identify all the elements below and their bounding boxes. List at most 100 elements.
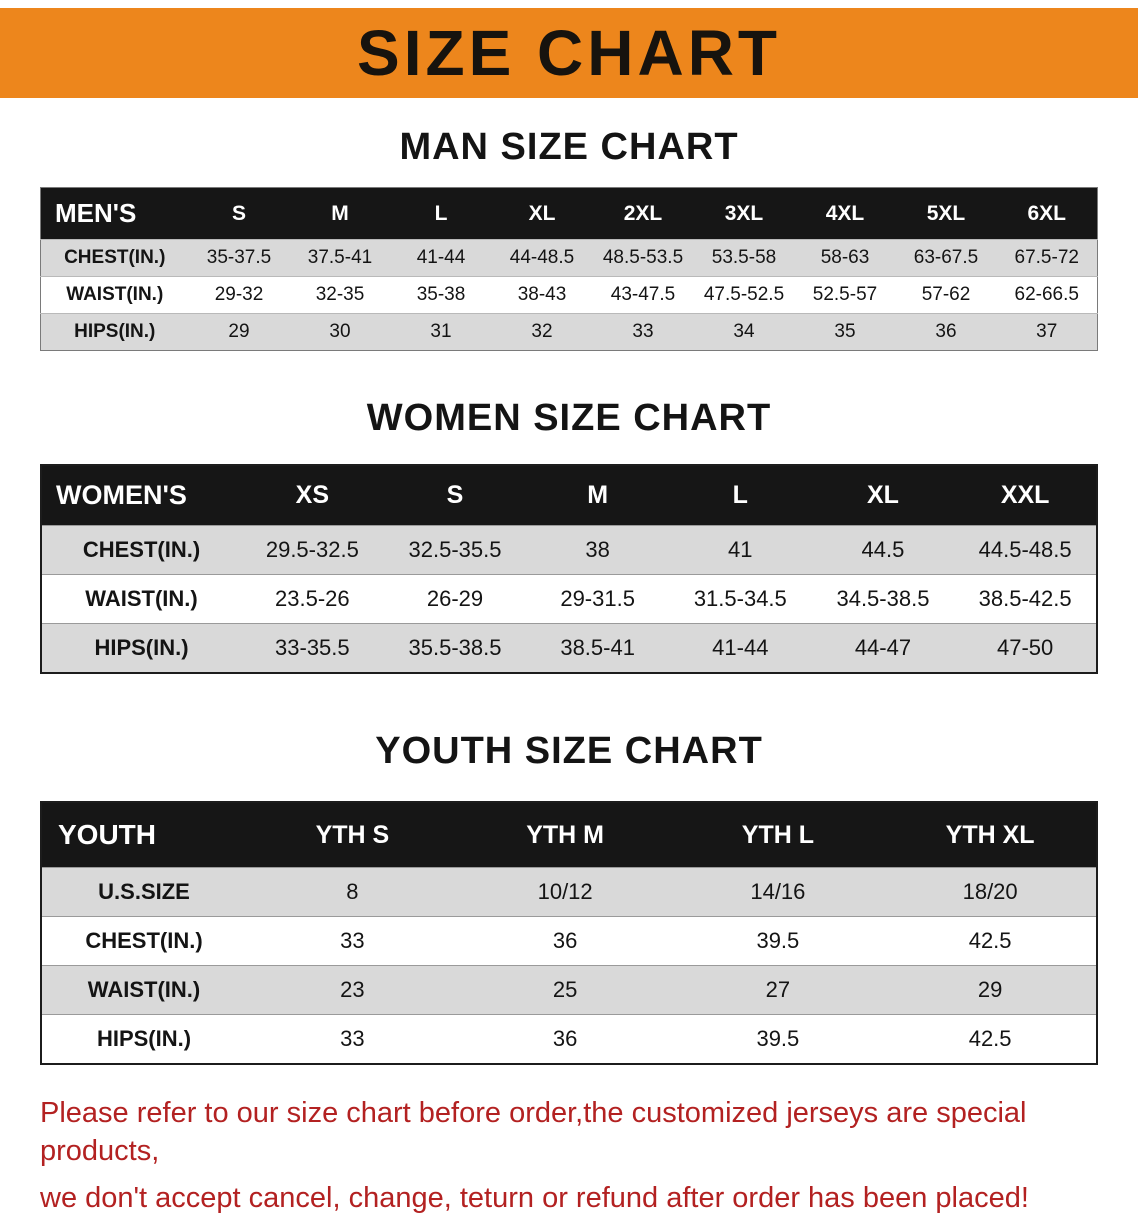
data-cell: 38.5-42.5 bbox=[954, 574, 1097, 624]
data-cell: 33 bbox=[246, 1014, 459, 1064]
table-title-cell: YOUTH bbox=[41, 802, 246, 868]
table-header-row: MEN'S S M L XL 2XL 3XL 4XL 5XL 6XL bbox=[40, 187, 1098, 240]
disclaimer-line: we don't accept cancel, change, teturn o… bbox=[40, 1182, 1029, 1215]
size-header-cell: 2XL bbox=[592, 187, 694, 240]
data-cell: 38-43 bbox=[491, 276, 593, 314]
data-cell: 31.5-34.5 bbox=[668, 574, 812, 624]
size-header-cell: YTH XL bbox=[884, 802, 1097, 868]
data-cell: 41 bbox=[668, 525, 812, 575]
section-women: WOMEN SIZE CHART WOMEN'S XS S M L XL XXL CHEST… bbox=[0, 397, 1138, 674]
data-cell: 42.5 bbox=[884, 916, 1097, 966]
size-header-cell: L bbox=[390, 187, 492, 240]
size-header-cell: YTH M bbox=[458, 802, 672, 868]
size-header-cell: YTH L bbox=[671, 802, 885, 868]
data-cell: 57-62 bbox=[895, 276, 997, 314]
women-section-heading: WOMEN SIZE CHART bbox=[366, 397, 772, 439]
data-cell: 44.5-48.5 bbox=[954, 525, 1097, 575]
data-cell: 63-67.5 bbox=[895, 239, 997, 277]
data-cell: 35 bbox=[794, 313, 896, 351]
data-cell: 44.5 bbox=[811, 525, 955, 575]
data-cell: 34 bbox=[693, 313, 795, 351]
data-cell: 44-48.5 bbox=[491, 239, 593, 277]
data-cell: 36 bbox=[458, 1014, 672, 1064]
size-header-cell: 3XL bbox=[693, 187, 795, 240]
data-cell: 62-66.5 bbox=[996, 276, 1098, 314]
data-cell: 25 bbox=[458, 965, 672, 1015]
data-cell: 43-47.5 bbox=[592, 276, 694, 314]
banner-title: SIZE CHART bbox=[357, 17, 781, 89]
data-cell: 8 bbox=[246, 867, 459, 917]
table-header-row: YOUTH YTH S YTH M YTH L YTH XL bbox=[41, 802, 1097, 868]
data-cell: 35-37.5 bbox=[188, 239, 290, 277]
disclaimer: Please refer to our size chart before or… bbox=[40, 1095, 1138, 1218]
data-cell: 47-50 bbox=[954, 623, 1097, 673]
data-cell: 37 bbox=[996, 313, 1098, 351]
data-cell: 32 bbox=[491, 313, 593, 351]
size-header-cell: S bbox=[188, 187, 290, 240]
size-header-cell: 4XL bbox=[794, 187, 896, 240]
youth-size-table: YOUTH YTH S YTH M YTH L YTH XL U.S.SIZE 8 10/1… bbox=[40, 801, 1098, 1065]
data-cell: 36 bbox=[895, 313, 997, 351]
table-row: CHEST(IN.) 35-37.5 37.5-41 41-44 44-48.5 48.5… bbox=[40, 239, 1098, 277]
data-cell: 29 bbox=[884, 965, 1097, 1015]
data-cell: 29-31.5 bbox=[526, 574, 669, 624]
data-cell: 53.5-58 bbox=[693, 239, 795, 277]
table-row: U.S.SIZE 8 10/12 14/16 18/20 bbox=[41, 867, 1097, 917]
data-cell: 41-44 bbox=[390, 239, 492, 277]
size-header-cell: S bbox=[383, 465, 527, 526]
section-men: MAN SIZE CHART MEN'S S M L XL 2XL 3XL 4XL 5XL 6XL… bbox=[0, 126, 1138, 351]
data-cell: 23.5-26 bbox=[241, 574, 384, 624]
data-cell: 33-35.5 bbox=[241, 623, 384, 673]
data-cell: 67.5-72 bbox=[996, 239, 1098, 277]
section-youth: YOUTH SIZE CHART YOUTH YTH S YTH M YTH L YTH… bbox=[0, 730, 1138, 1065]
data-cell: 32-35 bbox=[289, 276, 391, 314]
data-cell: 31 bbox=[390, 313, 492, 351]
data-cell: 26-29 bbox=[383, 574, 527, 624]
data-cell: 14/16 bbox=[671, 867, 885, 917]
size-header-cell: 5XL bbox=[895, 187, 997, 240]
size-header-cell: M bbox=[289, 187, 391, 240]
size-header-cell: 6XL bbox=[996, 187, 1098, 240]
data-cell: 27 bbox=[671, 965, 885, 1015]
data-cell: 35.5-38.5 bbox=[383, 623, 527, 673]
data-cell: 48.5-53.5 bbox=[592, 239, 694, 277]
table-title-cell: WOMEN'S bbox=[41, 465, 241, 526]
table-header-row: WOMEN'S XS S M L XL XXL bbox=[41, 465, 1097, 526]
data-cell: 41-44 bbox=[668, 623, 812, 673]
data-cell: 10/12 bbox=[458, 867, 672, 917]
size-header-cell: M bbox=[526, 465, 669, 526]
row-label: WAIST(IN.) bbox=[40, 276, 189, 314]
table-title-cell: MEN'S bbox=[40, 187, 189, 240]
size-header-cell: YTH S bbox=[246, 802, 459, 868]
data-cell: 52.5-57 bbox=[794, 276, 896, 314]
table-row: WAIST(IN.) 23 25 27 29 bbox=[41, 965, 1097, 1015]
table-row: WAIST(IN.) 29-32 32-35 35-38 38-43 43-47.5 47.… bbox=[40, 276, 1098, 314]
row-label: HIPS(IN.) bbox=[41, 1014, 246, 1064]
data-cell: 33 bbox=[246, 916, 459, 966]
size-header-cell: XXL bbox=[954, 465, 1097, 526]
row-label: U.S.SIZE bbox=[41, 867, 246, 917]
men-section-heading: MAN SIZE CHART bbox=[399, 126, 739, 168]
data-cell: 38.5-41 bbox=[526, 623, 669, 673]
table-row: HIPS(IN.) 33-35.5 35.5-38.5 38.5-41 41-44 44-… bbox=[41, 623, 1097, 673]
table-row: HIPS(IN.) 29 30 31 32 33 34 35 36 37 bbox=[40, 313, 1098, 351]
data-cell: 37.5-41 bbox=[289, 239, 391, 277]
table-row: WAIST(IN.) 23.5-26 26-29 29-31.5 31.5-34.5 34… bbox=[41, 574, 1097, 624]
table-row: CHEST(IN.) 29.5-32.5 32.5-35.5 38 41 44.5 44.5… bbox=[41, 525, 1097, 575]
data-cell: 23 bbox=[246, 965, 459, 1015]
data-cell: 39.5 bbox=[671, 916, 885, 966]
data-cell: 29.5-32.5 bbox=[241, 525, 384, 575]
data-cell: 33 bbox=[592, 313, 694, 351]
size-header-cell: XS bbox=[241, 465, 384, 526]
row-label: HIPS(IN.) bbox=[40, 313, 189, 351]
data-cell: 42.5 bbox=[884, 1014, 1097, 1064]
data-cell: 29-32 bbox=[188, 276, 290, 314]
row-label: CHEST(IN.) bbox=[41, 525, 241, 575]
size-header-cell: XL bbox=[811, 465, 955, 526]
row-label: WAIST(IN.) bbox=[41, 574, 241, 624]
row-label: CHEST(IN.) bbox=[40, 239, 189, 277]
banner: SIZE CHART bbox=[0, 8, 1138, 98]
data-cell: 58-63 bbox=[794, 239, 896, 277]
data-cell: 36 bbox=[458, 916, 672, 966]
